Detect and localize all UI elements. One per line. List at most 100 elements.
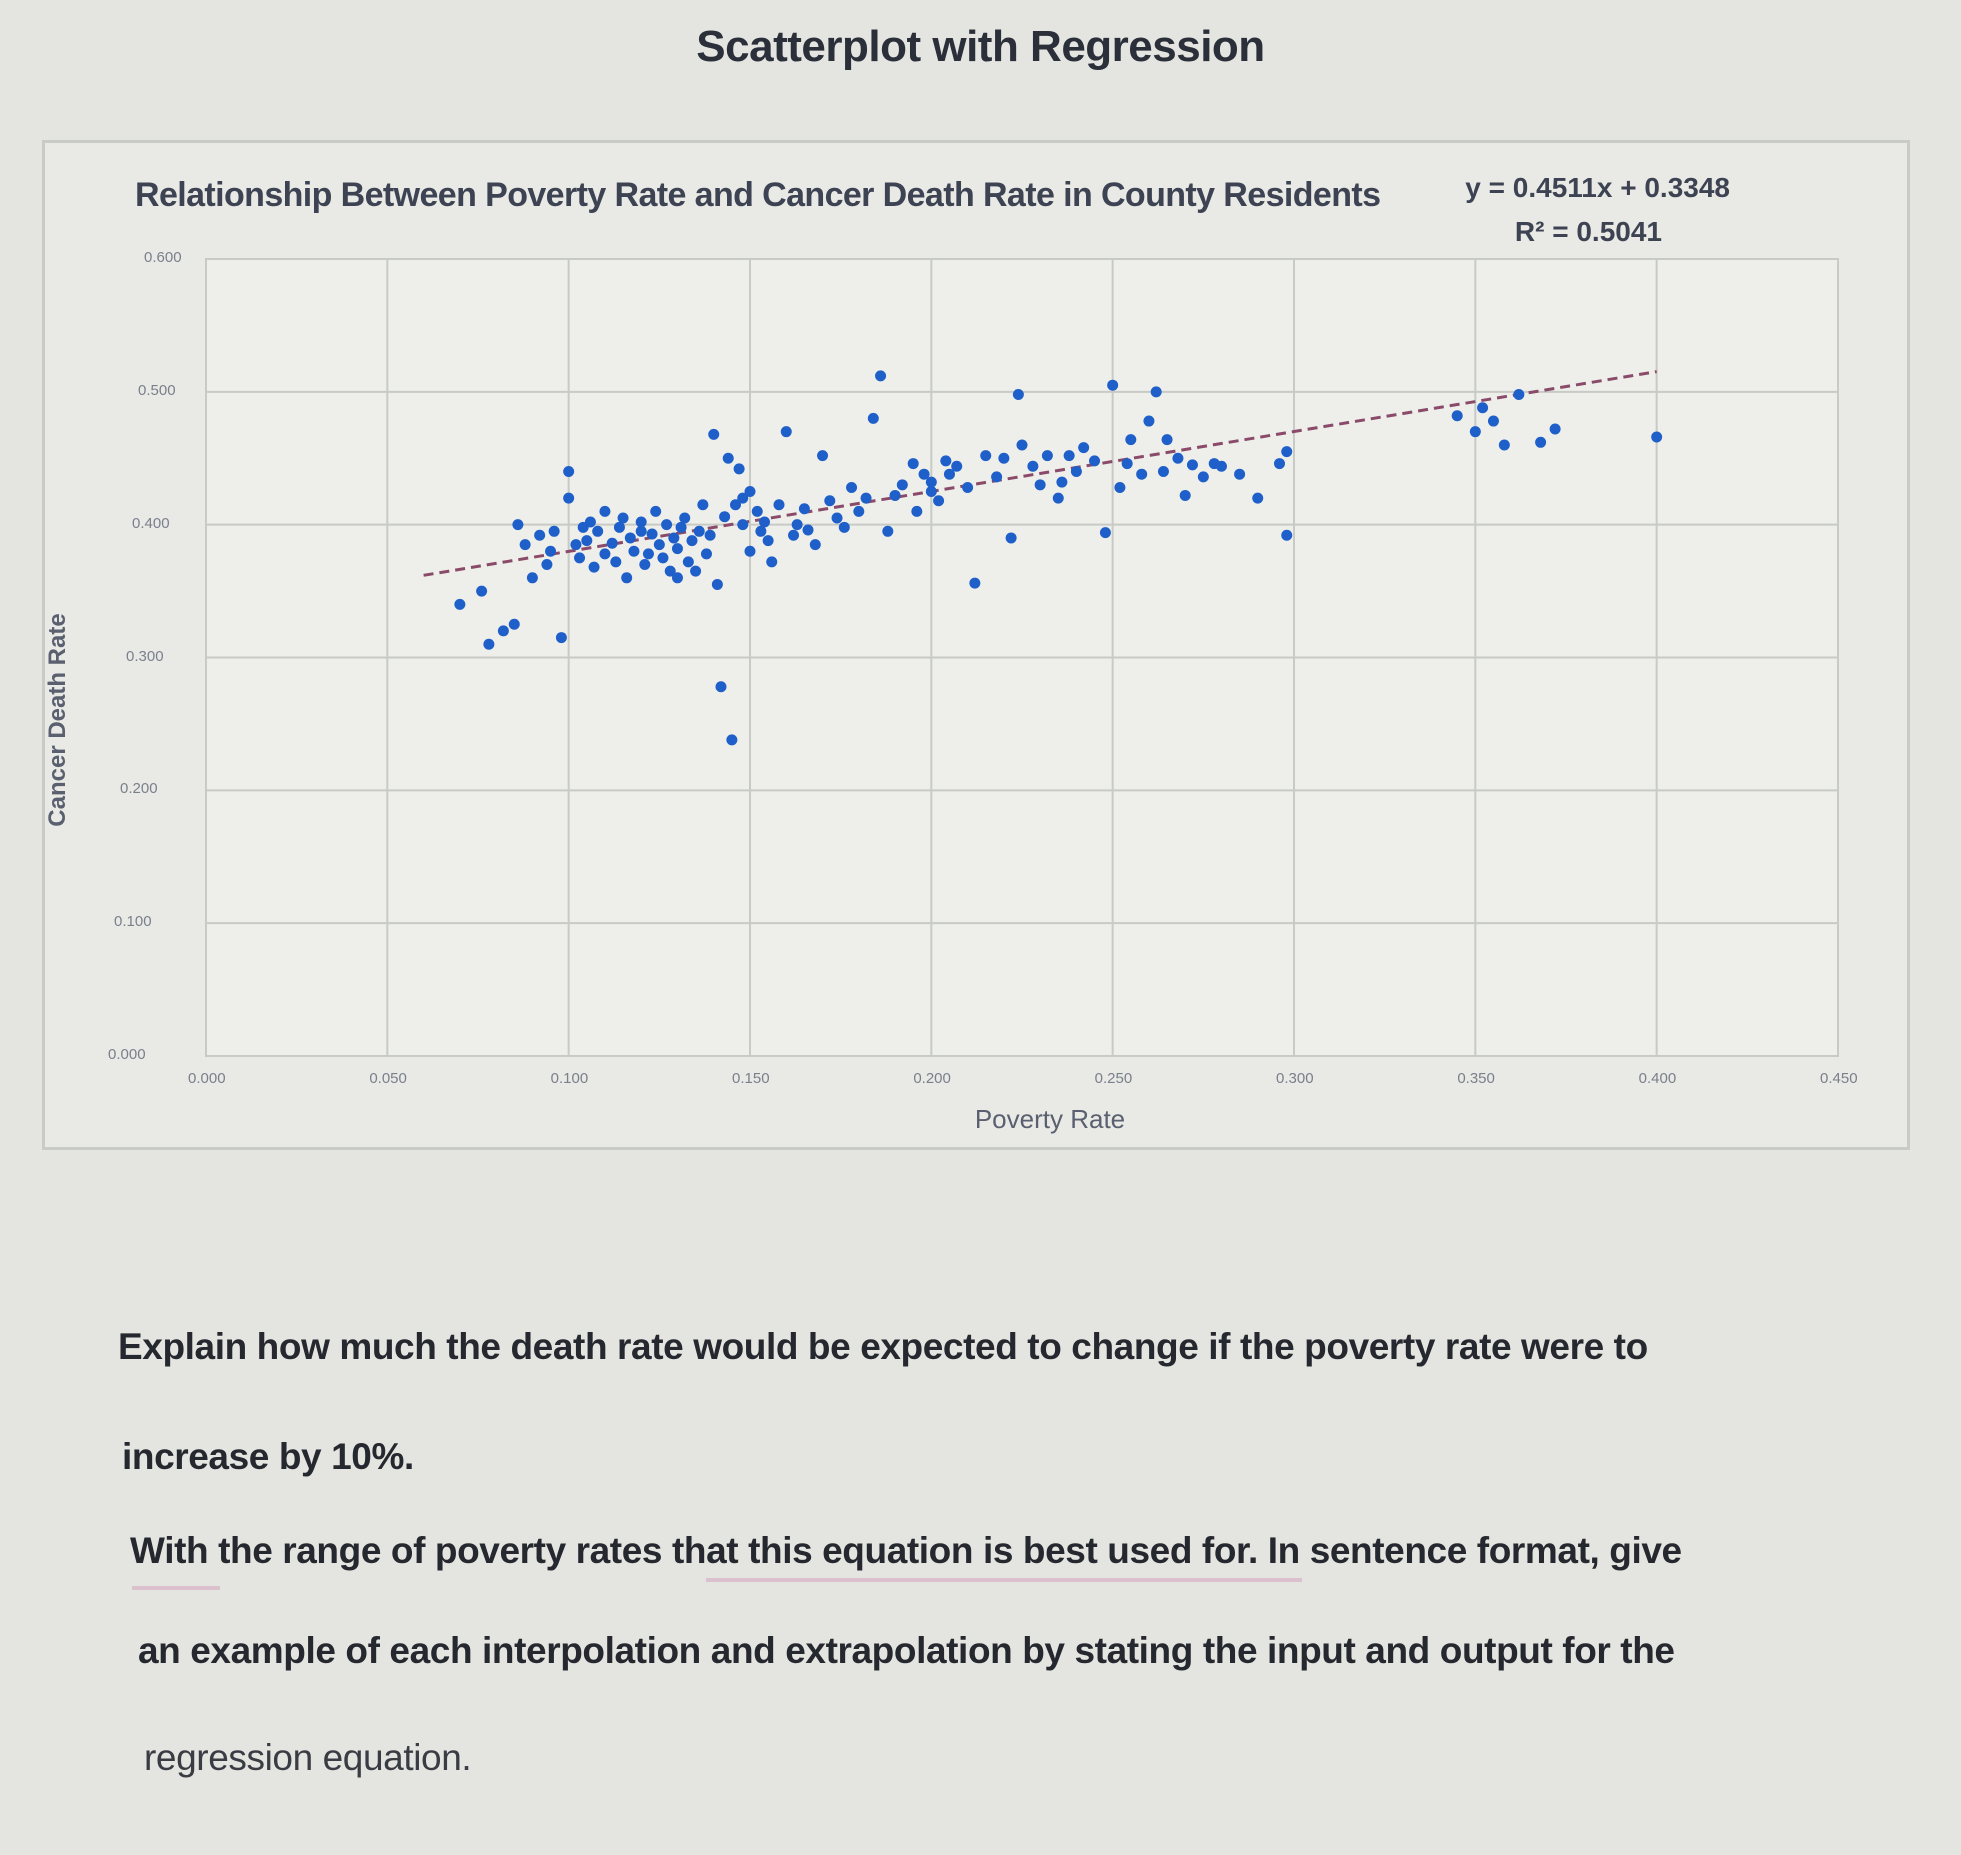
question-line-2: increase by 10%.	[122, 1436, 414, 1477]
data-point	[646, 528, 658, 540]
data-point	[497, 625, 509, 637]
question-line-1: Explain how much the death rate would be…	[118, 1326, 1648, 1367]
data-point	[1143, 415, 1155, 427]
data-point	[454, 598, 466, 610]
data-point	[1215, 460, 1227, 472]
page-title: Scatterplot with Regression	[696, 22, 1265, 71]
data-point	[1161, 434, 1173, 446]
data-point	[1089, 455, 1101, 467]
trendline-r-squared: R² = 0.5041	[1514, 216, 1662, 247]
data-point	[846, 481, 858, 493]
y-axis-label: Cancer Death Rate	[44, 613, 71, 827]
data-point	[1114, 481, 1126, 493]
data-point	[671, 572, 683, 584]
data-point	[737, 519, 749, 531]
data-point	[1005, 532, 1017, 544]
y-tick-label: 0.400	[132, 514, 170, 532]
data-point	[751, 505, 763, 517]
data-point	[563, 466, 575, 478]
data-point	[991, 471, 1003, 483]
data-point	[621, 572, 633, 584]
data-point	[671, 543, 683, 555]
data-point	[918, 468, 930, 480]
data-point	[896, 479, 908, 491]
data-point	[686, 535, 698, 547]
data-point	[773, 499, 785, 511]
data-point	[668, 532, 680, 544]
data-point	[791, 519, 803, 531]
data-point	[679, 512, 691, 524]
data-point	[831, 512, 843, 524]
data-point	[650, 505, 662, 517]
data-point	[817, 450, 829, 462]
data-point	[1063, 450, 1075, 462]
data-point	[755, 525, 767, 537]
data-point	[729, 499, 741, 511]
data-point	[657, 552, 669, 564]
data-point	[1016, 439, 1028, 451]
data-point	[998, 452, 1010, 464]
data-point	[610, 556, 622, 568]
data-point	[925, 485, 937, 497]
data-point	[1281, 529, 1293, 541]
y-tick-label: 0.200	[120, 780, 158, 798]
data-point	[1281, 446, 1293, 458]
data-point	[1451, 410, 1463, 422]
data-point	[744, 485, 756, 497]
x-tick-label: 0.200	[913, 1070, 951, 1087]
data-point	[1012, 388, 1024, 400]
data-point	[617, 512, 629, 524]
data-point	[762, 535, 774, 547]
x-axis-label: Poverty Rate	[974, 1104, 1126, 1134]
data-point	[1041, 450, 1053, 462]
data-point	[1121, 458, 1133, 470]
data-point	[708, 428, 720, 440]
data-point	[907, 458, 919, 470]
data-point	[642, 548, 654, 560]
data-point	[664, 565, 676, 577]
data-point	[1150, 386, 1162, 398]
data-point	[860, 492, 872, 504]
data-point	[508, 618, 520, 630]
data-point	[788, 529, 800, 541]
data-point	[1252, 492, 1264, 504]
data-point	[1477, 402, 1489, 414]
data-point	[624, 532, 636, 544]
x-tick-label: 0.450	[1820, 1070, 1858, 1087]
data-point	[541, 559, 553, 571]
data-point	[1099, 527, 1111, 539]
data-point	[588, 561, 600, 573]
x-tick-label: 0.000	[188, 1070, 226, 1087]
trendline-equation: y = 0.4511x + 0.3348	[1465, 172, 1730, 203]
x-tick-label: 0.150	[732, 1070, 770, 1087]
data-point	[693, 525, 705, 537]
x-tick-label: 0.300	[1276, 1070, 1314, 1087]
data-point	[889, 489, 901, 501]
x-tick-label: 0.400	[1638, 1070, 1677, 1087]
data-point	[555, 632, 567, 644]
data-point	[1052, 492, 1064, 504]
y-tick-label: 0.500	[138, 381, 176, 399]
data-point	[534, 529, 546, 541]
data-point	[1535, 436, 1547, 448]
x-tick-label: 0.350	[1457, 1070, 1495, 1087]
data-point	[1034, 479, 1046, 491]
data-point	[1172, 452, 1184, 464]
data-point	[737, 492, 749, 504]
scatter-plot-area	[205, 258, 1839, 1057]
data-point	[798, 503, 810, 515]
data-point	[483, 638, 495, 650]
data-point	[697, 499, 709, 511]
data-point	[711, 578, 723, 590]
data-point	[780, 426, 792, 438]
question-line-5: regression equation.	[144, 1737, 472, 1778]
grammar-underline	[706, 1578, 1302, 1582]
data-point	[700, 548, 712, 560]
data-point	[951, 460, 963, 472]
data-point	[1651, 431, 1663, 443]
data-point	[766, 556, 778, 568]
data-point	[545, 545, 557, 557]
data-point	[722, 452, 734, 464]
data-point	[599, 548, 611, 560]
x-tick-label: 0.250	[1094, 1070, 1133, 1087]
